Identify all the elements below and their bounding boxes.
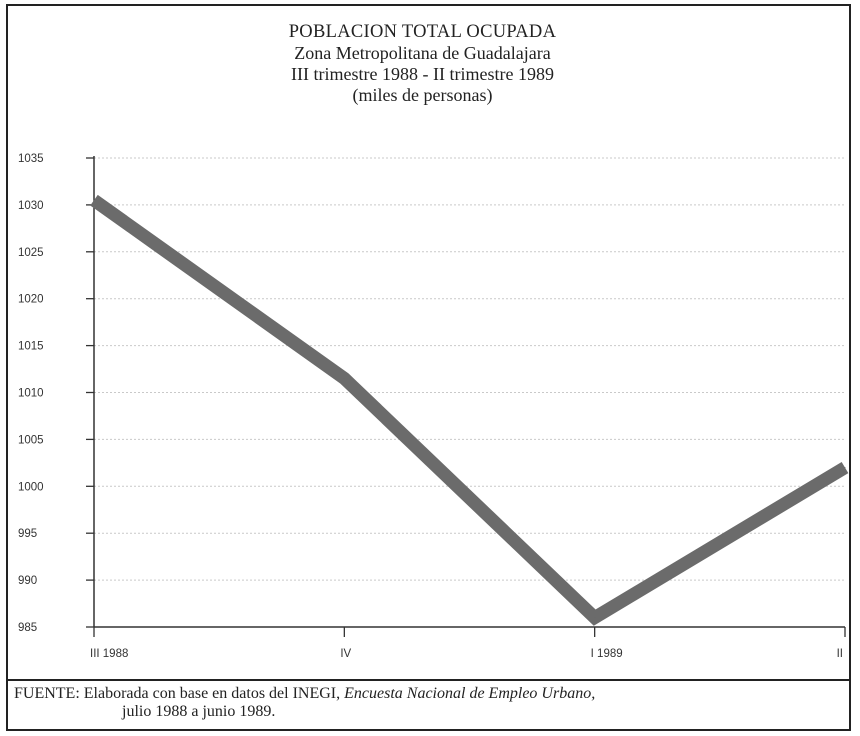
y-tick-label: 990 [18, 575, 37, 587]
data-point [844, 467, 846, 469]
y-tick-label: 995 [18, 528, 37, 540]
series-line [90, 194, 849, 626]
y-tick-label: 1010 [18, 388, 44, 400]
chart-title-block: POBLACION TOTAL OCUPADA Zona Metropolita… [0, 22, 845, 106]
source-text: Elaborada con base en datos del INEGI, [83, 685, 341, 702]
x-tick-label: IV [340, 648, 351, 660]
y-tick-label: 1015 [18, 341, 44, 353]
y-tick-label: 1020 [18, 294, 44, 306]
y-tick-label: 1035 [18, 153, 44, 165]
line-chart: 985 990 995 1000 1005 1010 1015 1020 1025 1030 103… [18, 153, 849, 660]
data-point [93, 199, 95, 201]
chart-subtitle-1: Zona Metropolitana de Guadalajara [294, 43, 551, 63]
source-label: FUENTE: [14, 685, 80, 702]
x-tick-label: III 1988 [90, 648, 128, 660]
chart-frame [6, 4, 851, 731]
x-tick-label: I 1989 [591, 648, 623, 660]
chart-subtitle-3: (miles de personas) [352, 85, 493, 105]
data-point [343, 377, 345, 379]
chart-subtitle-2: III trimestre 1988 - II trimestre 1989 [291, 64, 554, 84]
data-point [594, 617, 596, 619]
y-tick-label: 1025 [18, 247, 44, 259]
source-period: julio 1988 a junio 1989. [122, 703, 276, 720]
y-tick-label: 985 [18, 622, 37, 634]
y-tick-label: 1005 [18, 434, 44, 446]
x-tick-label: II [837, 648, 843, 660]
source-title: Encuesta Nacional de Empleo Urbano, [344, 685, 596, 702]
y-tick-label: 1000 [18, 481, 44, 493]
chart-title: POBLACION TOTAL OCUPADA [288, 22, 557, 42]
y-tick-label: 1030 [18, 200, 44, 212]
source-footer: FUENTE: Elaborada con base en datos del … [6, 679, 851, 731]
